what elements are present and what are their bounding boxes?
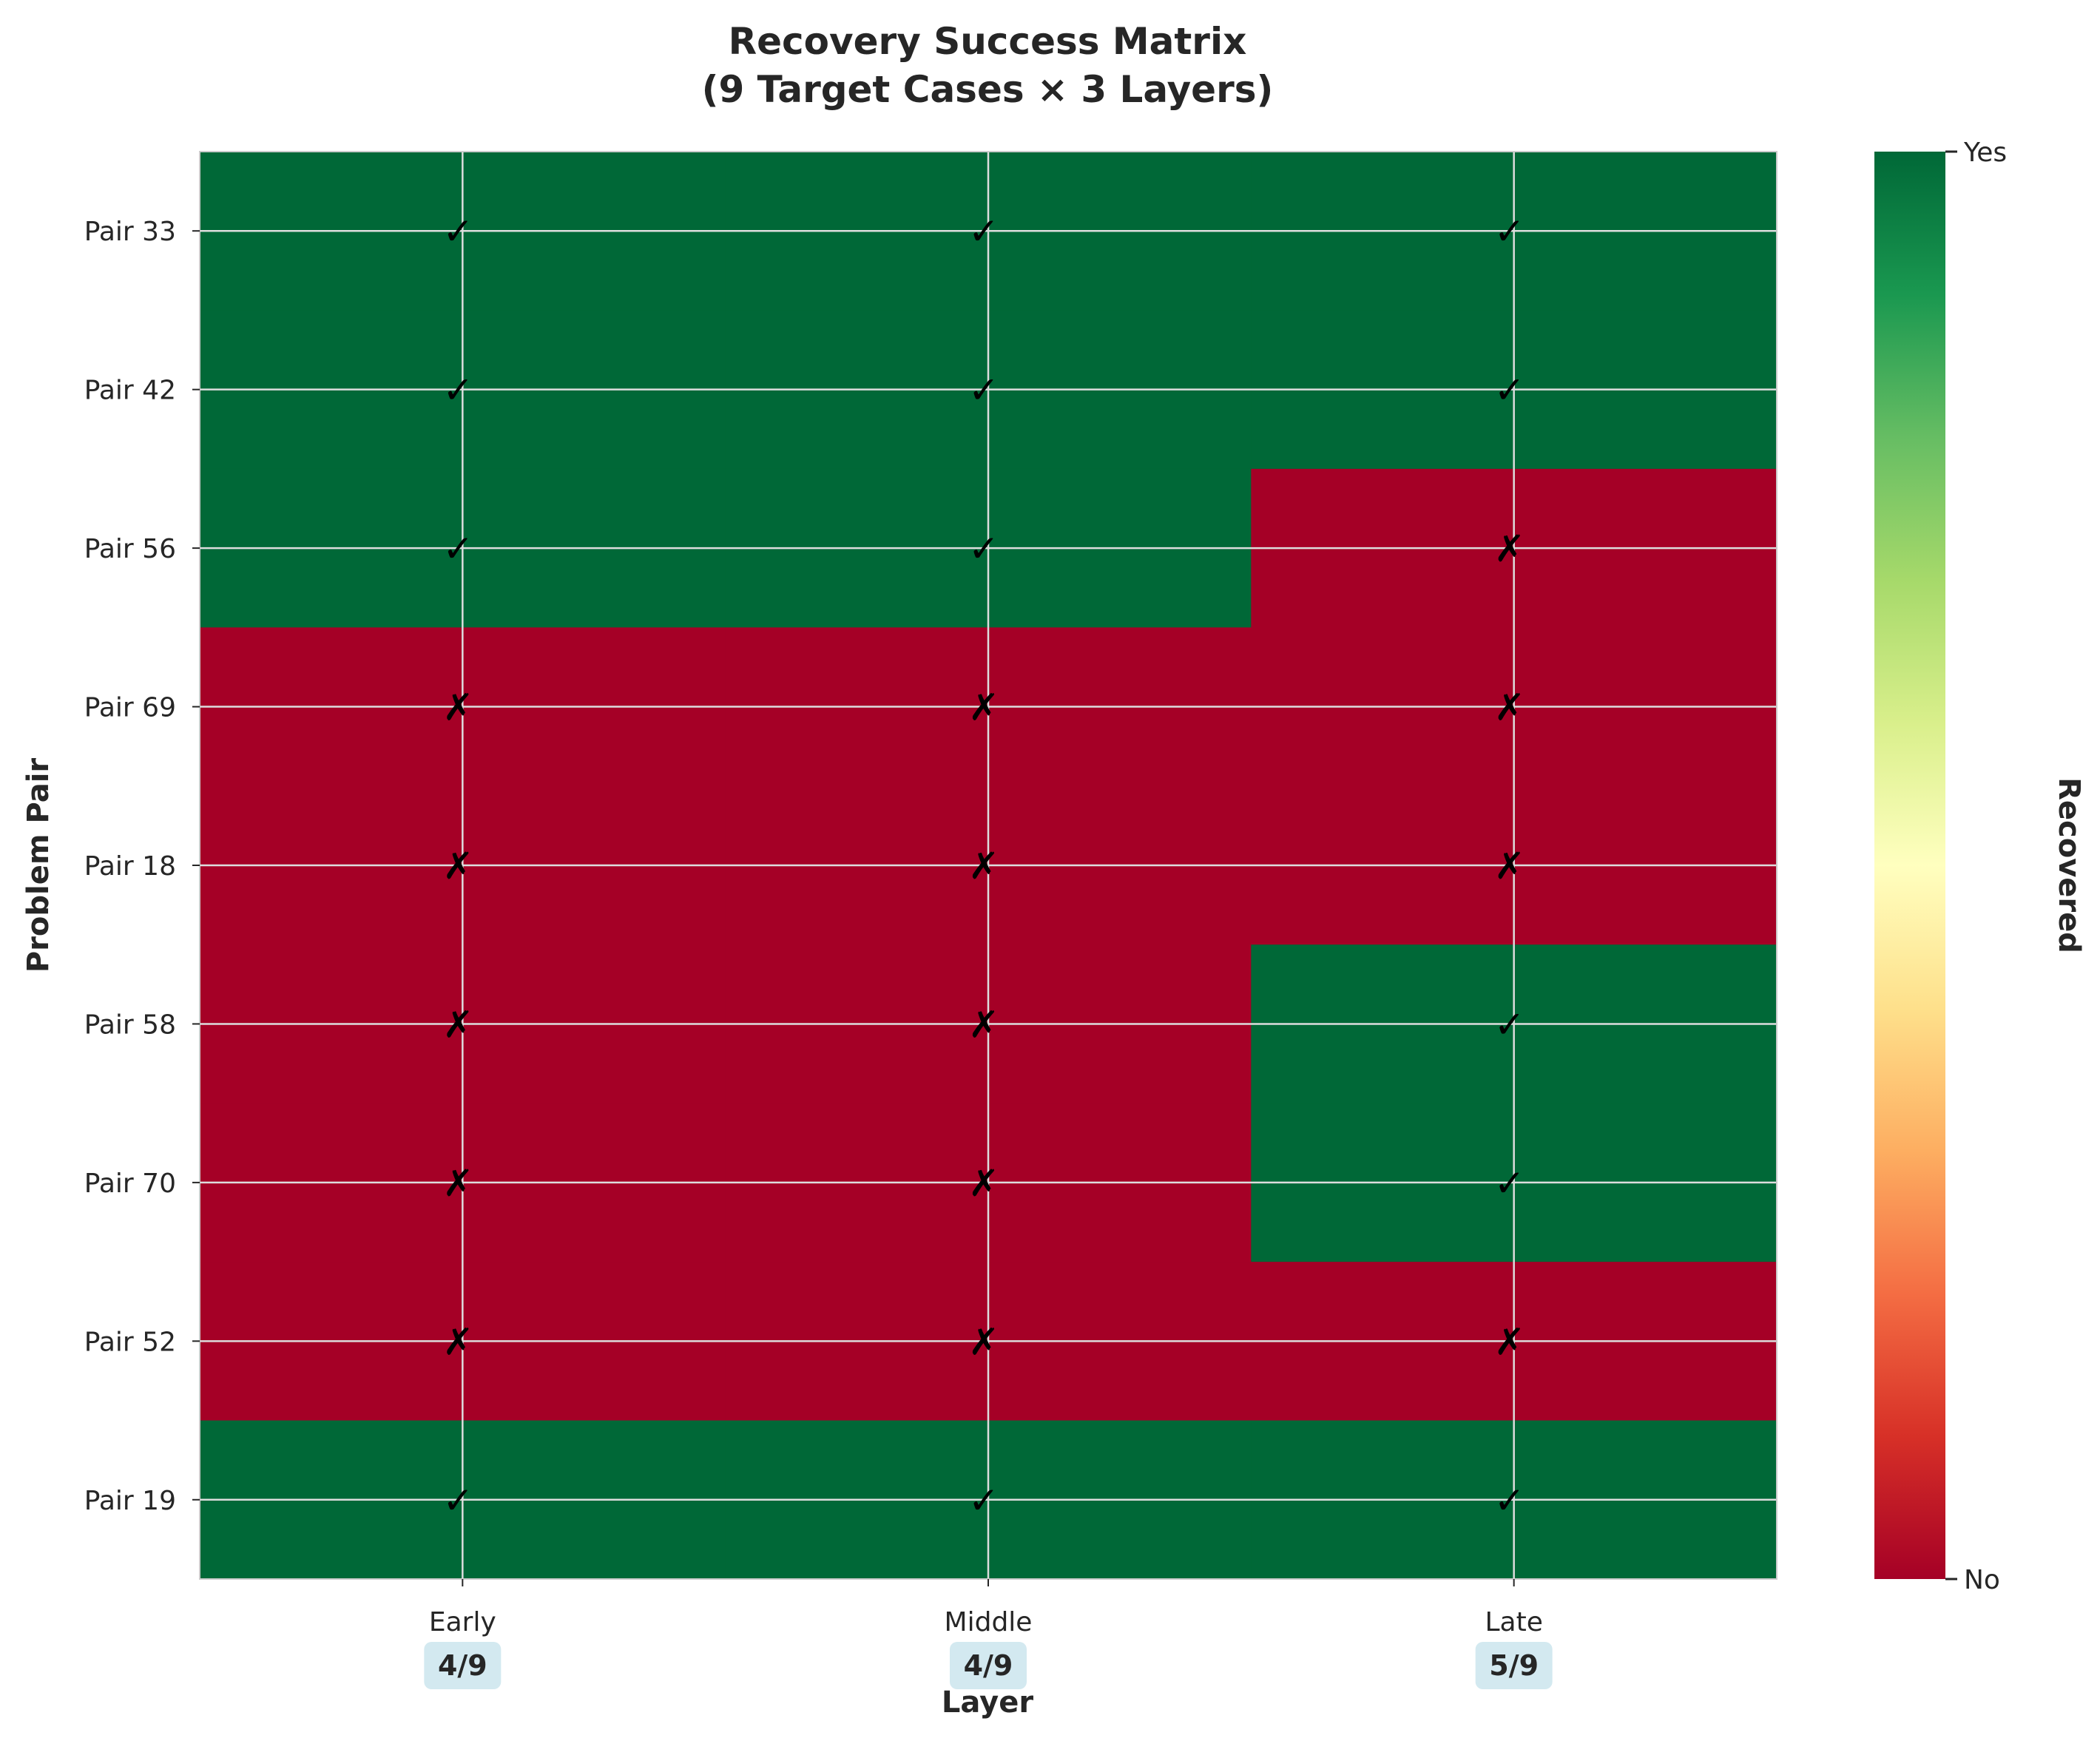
cross-mark: ✗ [968,1320,999,1363]
colorbar-tick-label-no: No [1964,1565,2000,1595]
chart-subtitle: (9 Target Cases × 3 Layers) [702,68,1274,111]
cross-mark: ✗ [442,686,473,729]
cross-mark: ✗ [1494,686,1525,729]
count-badge [950,1642,1027,1689]
check-mark: ✓ [968,1479,999,1522]
check-mark: ✓ [442,210,473,253]
cross-mark: ✗ [442,1003,473,1046]
cross-mark: ✗ [1494,527,1525,570]
chart-title: Recovery Success Matrix [729,20,1247,63]
y-tick-label: Pair 70 [84,1169,176,1199]
cross-mark: ✗ [1494,1320,1525,1363]
cell-marks: ✓ ✓ ✓ ✓ ✓ ✓ ✓ ✓ ✗ ✗ ✗ ✗ ✗ ✗ ✗ ✗ ✗ ✓ ✗ ✗ ✓ ✗ ✗ ✗ ✓ ✓ ✓ [442,210,1525,1522]
cross-mark: ✗ [968,845,999,888]
y-tick-label: Pair 42 [84,376,176,406]
check-mark: ✓ [442,1479,473,1522]
x-tick-label: Early [429,1607,496,1637]
cross-mark: ✗ [968,686,999,729]
count-badge [424,1642,502,1689]
cross-mark: ✗ [968,1162,999,1205]
y-tick-label: Pair 52 [84,1327,176,1357]
cross-mark: ✗ [1494,845,1525,888]
x-tick-labels: Early Middle Late [429,1579,1543,1637]
check-mark: ✓ [1494,1479,1525,1522]
x-axis-label: Layer [942,1686,1033,1720]
colorbar [1874,152,1945,1579]
y-tick-labels: Pair 33 Pair 42 Pair 56 Pair 69 Pair 18 Pair … [84,217,200,1516]
y-tick-label: Pair 33 [84,217,176,247]
colorbar-tick-label-yes: Yes [1963,138,2007,168]
column-count-label: 4/9 [438,1649,487,1682]
cross-mark: ✗ [442,845,473,888]
x-tick-label: Late [1485,1607,1542,1637]
y-tick-label: Pair 18 [84,851,176,882]
gridlines [200,152,1777,1579]
colorbar-label: Recovered [2052,777,2086,953]
column-count-label: 5/9 [1489,1649,1539,1682]
y-axis-label: Problem Pair [21,758,55,973]
y-tick-label: Pair 56 [84,534,176,564]
x-tick-label: Middle [945,1607,1033,1637]
check-mark: ✓ [1494,210,1525,253]
y-tick-label: Pair 69 [84,693,176,723]
check-mark: ✓ [968,210,999,253]
check-mark: ✓ [968,369,999,412]
y-tick-label: Pair 58 [84,1010,176,1040]
check-mark: ✓ [442,369,473,412]
cross-mark: ✗ [968,1003,999,1046]
check-mark: ✓ [442,527,473,570]
column-count-badges: 4/9 4/9 5/9 [424,1642,1553,1689]
check-mark: ✓ [1494,369,1525,412]
check-mark: ✓ [1494,1003,1525,1046]
column-count-label: 4/9 [964,1649,1013,1682]
check-mark: ✓ [1494,1162,1525,1205]
cross-mark: ✗ [442,1162,473,1205]
cross-mark: ✗ [442,1320,473,1363]
count-badge [1475,1642,1553,1689]
y-tick-label: Pair 19 [84,1486,176,1516]
check-mark: ✓ [968,527,999,570]
